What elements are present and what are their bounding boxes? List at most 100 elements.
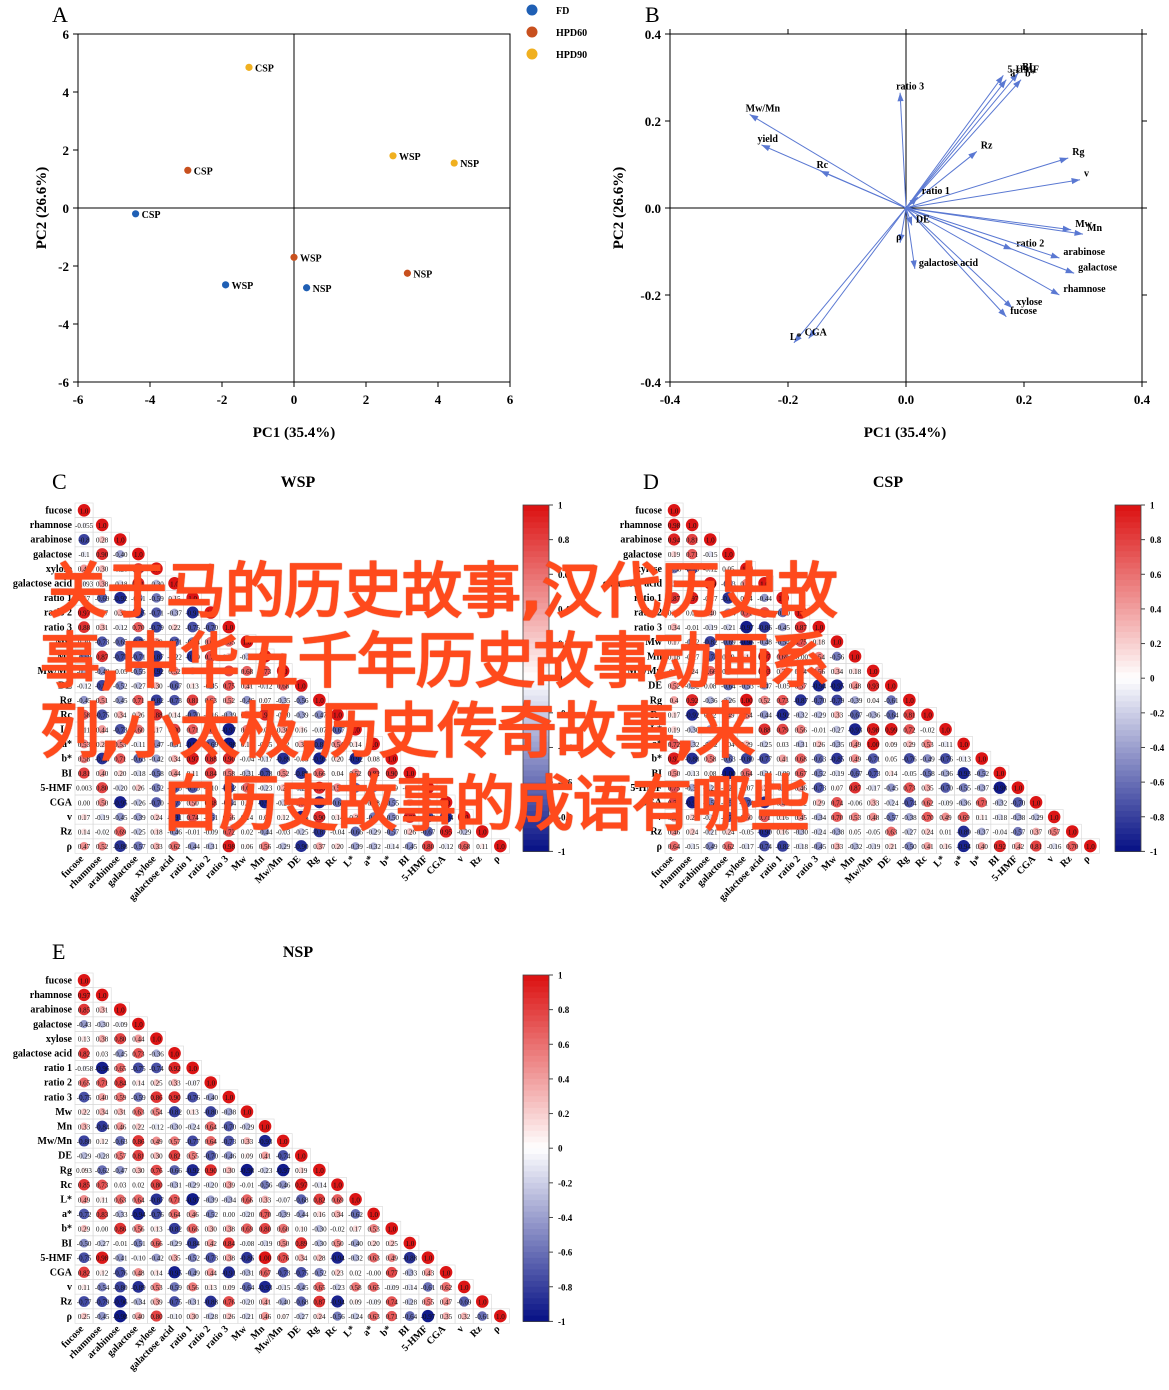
- correlation-dot: [188, 1253, 198, 1263]
- correlation-value: 1.0: [206, 610, 215, 618]
- correlation-dot: [95, 1251, 109, 1264]
- correlation-dot: [758, 796, 771, 809]
- correlation-dot: [242, 1281, 252, 1292]
- correlation-dot: [96, 650, 108, 663]
- correlation-dot: [134, 798, 142, 806]
- correlation-dot: [81, 1283, 87, 1290]
- correlation-value: 1.0: [206, 1080, 215, 1088]
- correlation-value: -0.02: [330, 1226, 345, 1234]
- correlation-value: -0.12: [149, 1123, 164, 1131]
- correlation-dot: [940, 782, 951, 793]
- correlation-dot: [133, 724, 144, 735]
- correlation-dot: [116, 1049, 125, 1058]
- correlation-dot: [278, 680, 289, 691]
- correlation-value: 0.22: [78, 1109, 91, 1117]
- correlation-dot: [905, 740, 913, 748]
- correlation-value: 1.00: [867, 741, 880, 749]
- correlation-value: -0.32: [848, 843, 863, 851]
- correlation-dot: [670, 550, 678, 558]
- correlation-value: 0.14: [349, 741, 362, 749]
- correlation-value: 0.05: [849, 829, 862, 837]
- correlation-value: -0.68: [294, 1299, 309, 1307]
- arrow-label: 5-HMF: [1007, 64, 1039, 75]
- correlation-dot: [168, 1106, 181, 1118]
- correlation-dot: [706, 608, 715, 617]
- correlation-dot: [386, 1266, 398, 1278]
- correlation-dot: [188, 841, 197, 851]
- correlation-dot: [959, 798, 968, 807]
- correlation-value: -0.00: [366, 1269, 381, 1277]
- correlation-value: 0.81: [686, 537, 699, 545]
- correlation-value: 0.26: [132, 712, 145, 720]
- correlation-dot: [852, 828, 858, 835]
- correlation-dot: [352, 1225, 359, 1232]
- correlation-value: -0.19: [258, 1240, 273, 1248]
- y-tick-label: 6: [63, 27, 70, 42]
- correlation-value: -0.82: [149, 697, 164, 705]
- correlation-dot: [115, 739, 125, 749]
- row-label: a*: [62, 1209, 72, 1220]
- correlation-value: -0.27: [721, 785, 736, 793]
- correlation-value: -0.55: [956, 785, 971, 793]
- correlation-value: -0.46: [240, 697, 255, 705]
- correlation-dot: [95, 988, 109, 1002]
- correlation-value: -0.31: [775, 785, 790, 793]
- y-tick-label: 0.4: [645, 27, 662, 42]
- row-label: fucose: [45, 506, 72, 517]
- correlation-dot: [242, 695, 252, 705]
- correlation-value: 0.30: [205, 1226, 218, 1234]
- correlation-dot: [957, 737, 970, 751]
- column-label: v: [1045, 854, 1056, 865]
- correlation-value: 1.0: [851, 653, 860, 661]
- correlation-dot: [153, 726, 160, 733]
- correlation-dot: [80, 1151, 88, 1160]
- correlation-dot: [189, 1312, 197, 1320]
- correlation-value: -0.13: [956, 756, 971, 764]
- correlation-value: 0.44: [168, 770, 181, 778]
- correlation-value: 0.26: [404, 829, 417, 837]
- correlation-value: 0.79: [668, 799, 681, 807]
- correlation-value: -0.75: [294, 1269, 309, 1277]
- correlation-dot: [259, 1222, 271, 1235]
- correlation-dot: [387, 812, 397, 822]
- correlation-value: -0.20: [203, 1182, 218, 1190]
- column-label: a*: [951, 854, 966, 869]
- correlation-value: 0.67: [795, 770, 808, 778]
- y-tick-label: -6: [58, 375, 69, 390]
- correlation-dot: [1084, 839, 1097, 853]
- colorbar-segment: [523, 822, 549, 829]
- colorbar-segment: [523, 735, 549, 743]
- correlation-dot: [168, 1091, 181, 1104]
- correlation-dot: [814, 841, 824, 851]
- colorbar-segment: [523, 591, 549, 598]
- correlation-value: 0.46: [795, 785, 808, 793]
- correlation-value: 0.24: [96, 741, 109, 749]
- correlation-dot: [207, 1283, 214, 1290]
- arrow-label: galactose: [1078, 262, 1117, 273]
- correlation-value: 0.44: [205, 1269, 218, 1277]
- correlation-value: 0.57: [114, 1153, 127, 1161]
- correlation-value: 1.0: [923, 712, 932, 720]
- correlation-value: 0.28: [313, 1255, 326, 1263]
- correlation-dot: [704, 650, 716, 662]
- correlation-value: -0.05: [294, 756, 309, 764]
- correlation-value: -0.01: [240, 1182, 255, 1190]
- correlation-dot: [334, 755, 341, 762]
- correlation-value: 0.03: [96, 1050, 109, 1058]
- correlation-value: -0.69: [457, 1299, 472, 1307]
- correlation-dot: [80, 667, 88, 675]
- correlation-value: 0.40: [96, 770, 109, 778]
- correlation-value: -0.80: [203, 1109, 218, 1117]
- arrow-head: [897, 92, 904, 102]
- correlation-value: -0.15: [276, 1284, 291, 1292]
- y-tick-label: -0.4: [640, 375, 661, 390]
- correlation-dot: [261, 1195, 269, 1204]
- correlation-dot: [689, 609, 695, 616]
- correlation-value: -0.38: [421, 799, 436, 807]
- correlation-value: -0.77: [77, 1299, 92, 1307]
- correlation-value: -0.98: [222, 741, 237, 749]
- correlation-dot: [78, 1296, 90, 1307]
- column-label: Rg: [305, 1324, 321, 1340]
- correlation-dot: [403, 1236, 417, 1250]
- correlation-dot: [313, 752, 326, 765]
